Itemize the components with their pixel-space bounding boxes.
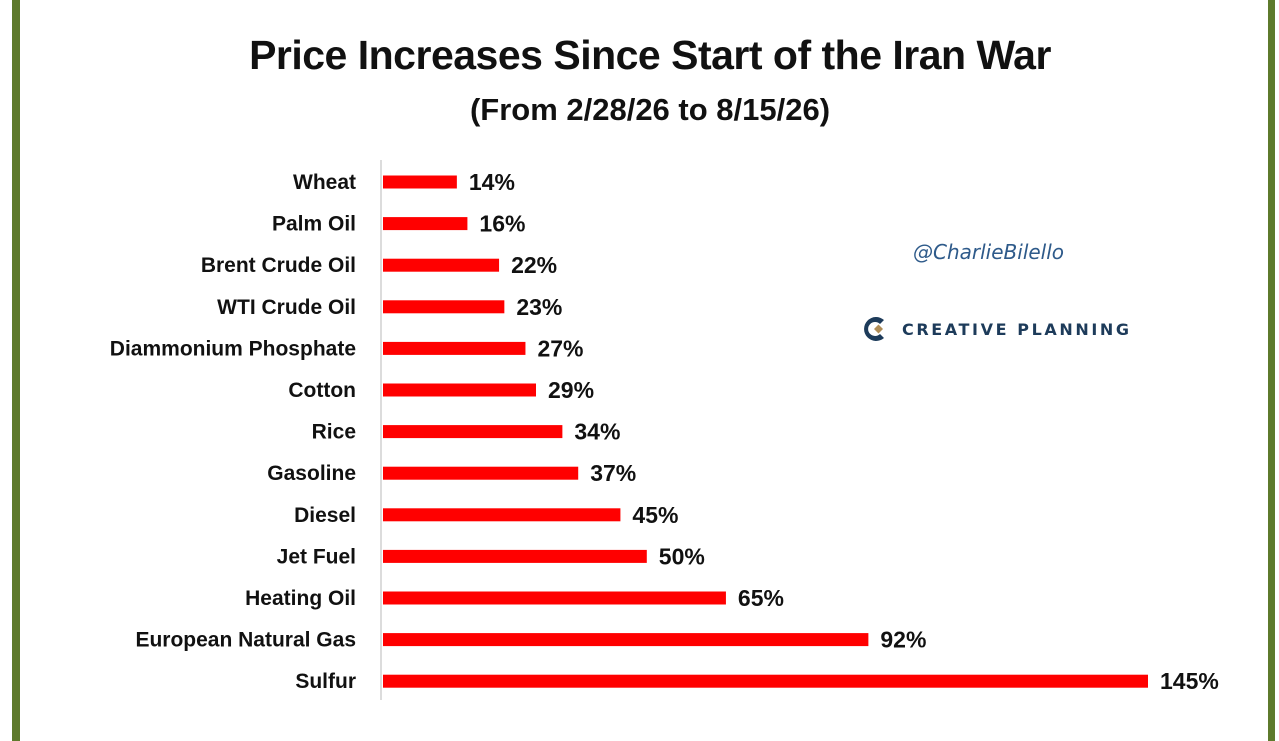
value-label: 145% <box>1160 668 1219 694</box>
value-label: 22% <box>511 252 557 278</box>
category-label: Diesel <box>294 504 356 527</box>
bar <box>383 217 468 231</box>
value-label: 23% <box>516 294 562 320</box>
value-label: 45% <box>632 502 678 528</box>
bar <box>383 425 563 439</box>
bar <box>383 633 869 647</box>
chart-subtitle: (From 2/28/26 to 8/15/26) <box>469 92 831 127</box>
bar <box>383 258 500 272</box>
value-label: 29% <box>548 377 594 403</box>
category-label: Jet Fuel <box>277 545 356 568</box>
frame-left-border <box>12 0 20 741</box>
category-label: Heating Oil <box>245 587 356 610</box>
author-watermark: @CharlieBilello <box>913 240 1065 264</box>
bar <box>383 341 526 355</box>
category-label: European Natural Gas <box>135 629 356 652</box>
value-label: 27% <box>537 335 583 361</box>
bar <box>383 300 505 314</box>
bar <box>383 383 536 397</box>
value-label: 16% <box>479 211 525 237</box>
bar <box>383 466 579 480</box>
value-label: 92% <box>880 627 926 653</box>
category-label: Diammonium Phosphate <box>110 337 356 360</box>
category-label: Cotton <box>288 379 356 402</box>
brand-block: CREATIVE PLANNING <box>862 314 1132 344</box>
value-label: 34% <box>574 419 620 445</box>
bar <box>383 549 647 563</box>
value-label: 14% <box>469 169 515 195</box>
bar <box>383 175 457 189</box>
value-label: 37% <box>590 460 636 486</box>
frame-right-border <box>1268 0 1275 741</box>
category-label: Sulfur <box>295 670 356 693</box>
value-label: 50% <box>659 543 705 569</box>
bar <box>383 674 1148 688</box>
category-label: WTI Crude Oil <box>217 296 356 319</box>
brand-name: CREATIVE PLANNING <box>902 319 1132 339</box>
category-label: Gasoline <box>267 462 356 485</box>
category-label: Rice <box>312 421 356 444</box>
category-label: Brent Crude Oil <box>201 254 356 277</box>
bars-group: Wheat 14% Palm Oil 16% Brent Crude Oil 22% WTI… <box>110 169 1219 694</box>
bar <box>383 591 726 605</box>
category-label: Palm Oil <box>272 213 356 236</box>
bar <box>383 508 621 522</box>
chart-title: Price Increases Since Start of the Iran … <box>249 32 1051 78</box>
value-label: 65% <box>738 585 784 611</box>
creative-planning-logo-icon <box>864 317 884 341</box>
category-label: Wheat <box>293 171 356 194</box>
